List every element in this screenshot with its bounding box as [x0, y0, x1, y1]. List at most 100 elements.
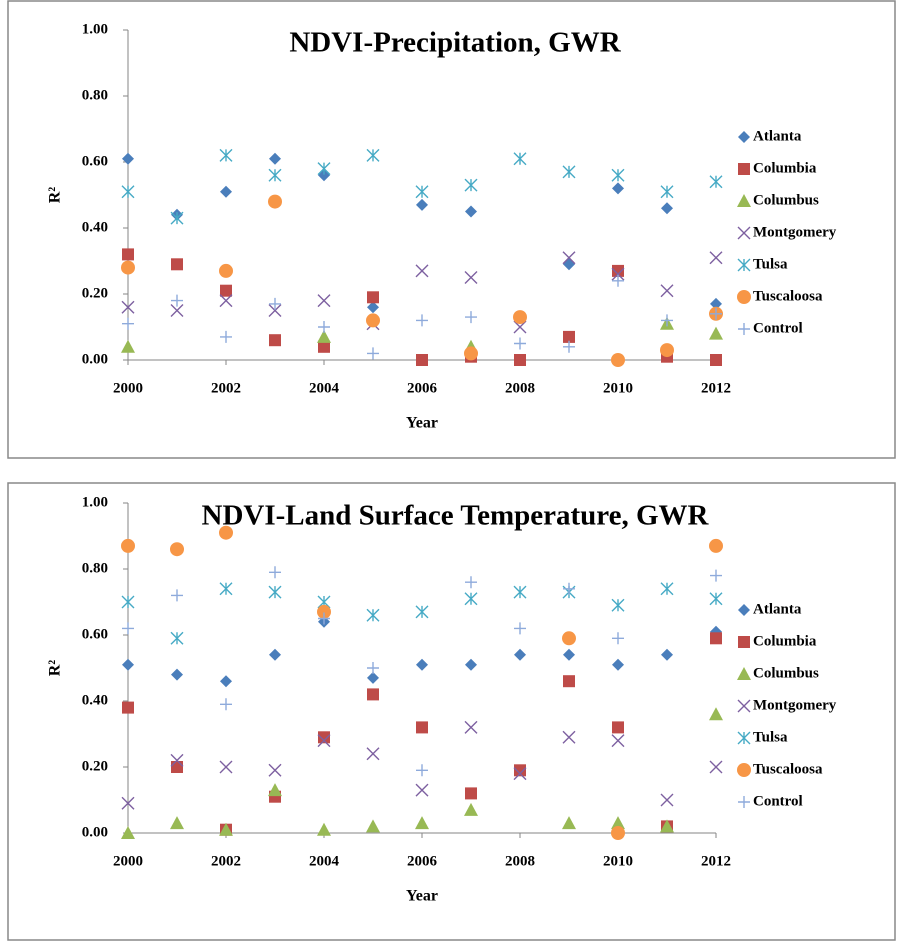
legend-label: Columbus: [753, 192, 819, 208]
point: [465, 658, 477, 671]
point: [219, 294, 233, 308]
y-tick-label: 0.60: [82, 626, 108, 642]
point: [121, 826, 135, 839]
point: [269, 566, 281, 579]
series: [121, 720, 723, 810]
chart: NDVI-Land Surface Temperature, GWR 0.00 0.…: [47, 494, 837, 904]
legend-label: Control: [753, 793, 803, 809]
x-tick-label: 2006: [407, 380, 438, 396]
point: [612, 658, 624, 671]
point: [268, 194, 282, 209]
point: [121, 595, 135, 609]
x-tick-label: 2008: [505, 380, 535, 396]
point: [563, 582, 575, 595]
point: [514, 337, 526, 350]
point: [513, 320, 527, 334]
point: [268, 763, 282, 777]
y-tick-label: 0.00: [82, 351, 108, 367]
point: [121, 339, 135, 353]
point: [219, 263, 233, 278]
point: [367, 688, 379, 701]
legend-marker: [737, 667, 751, 680]
chart: NDVI-Precipitation, GWR 0.00 0.20 0.40 0.60 0…: [47, 21, 837, 431]
x-tick-label: 2000: [113, 380, 143, 396]
point: [366, 747, 380, 761]
point: [660, 343, 674, 358]
point: [611, 826, 625, 840]
point: [269, 152, 281, 165]
y-tick-label: 0.40: [82, 219, 108, 235]
point: [220, 185, 232, 198]
point: [367, 347, 379, 360]
point: [465, 576, 477, 589]
y-tick-label: 1.00: [82, 21, 108, 37]
point: [563, 675, 575, 688]
y-axis-title: R²: [47, 187, 64, 204]
series: [121, 707, 723, 839]
x-axis-title: Year: [406, 415, 438, 432]
legend-label: Tulsa: [753, 256, 788, 272]
legend-label: Control: [753, 320, 803, 336]
point: [269, 334, 281, 347]
point: [464, 592, 478, 606]
point: [562, 165, 576, 179]
point: [318, 612, 330, 625]
point: [219, 582, 233, 596]
point: [710, 569, 722, 582]
point: [415, 264, 429, 278]
point: [514, 622, 526, 635]
point: [318, 731, 330, 744]
point: [171, 761, 183, 773]
point: [710, 297, 722, 310]
x-tick-label: 2010: [603, 853, 633, 869]
y-tick-label: 0.80: [82, 560, 108, 576]
point: [563, 648, 575, 661]
point: [366, 608, 380, 622]
point: [268, 585, 282, 599]
point: [464, 178, 478, 192]
point: [563, 330, 575, 343]
legend-marker: [738, 604, 750, 616]
y-axis-title: R²: [47, 660, 64, 677]
chart-title: NDVI-Precipitation, GWR: [289, 27, 621, 59]
point: [415, 185, 429, 199]
point: [171, 294, 183, 307]
legend-marker: [737, 699, 751, 713]
point: [317, 294, 331, 308]
legend-label: Columbia: [753, 633, 817, 649]
x-axis-title: Year: [406, 888, 438, 905]
point: [513, 310, 527, 325]
point: [268, 304, 282, 317]
point: [611, 353, 625, 367]
point: [612, 632, 624, 645]
point: [661, 314, 673, 327]
y-tick-label: 0.80: [82, 87, 108, 103]
point: [660, 185, 674, 199]
legend-marker: [737, 226, 751, 240]
series: [122, 152, 722, 314]
point: [220, 698, 232, 711]
point: [709, 175, 723, 189]
legend-marker: [737, 258, 751, 272]
x-tick-label: 2004: [309, 853, 340, 869]
series: [122, 274, 722, 360]
point: [415, 816, 429, 830]
point: [170, 631, 184, 645]
chart-title: NDVI-Land Surface Temperature, GWR: [202, 500, 710, 532]
point: [465, 205, 477, 218]
point: [464, 720, 478, 734]
point: [660, 284, 674, 298]
legend-label: Tuscaloosa: [753, 761, 823, 777]
point: [122, 701, 134, 714]
legend-marker: [737, 763, 751, 777]
point: [122, 622, 134, 635]
point: [660, 819, 674, 833]
point: [367, 301, 379, 314]
point: [563, 340, 575, 353]
point: [170, 753, 184, 767]
x-tick-label: 2002: [211, 853, 241, 869]
point: [219, 525, 233, 540]
point: [367, 671, 379, 684]
point: [170, 542, 184, 557]
